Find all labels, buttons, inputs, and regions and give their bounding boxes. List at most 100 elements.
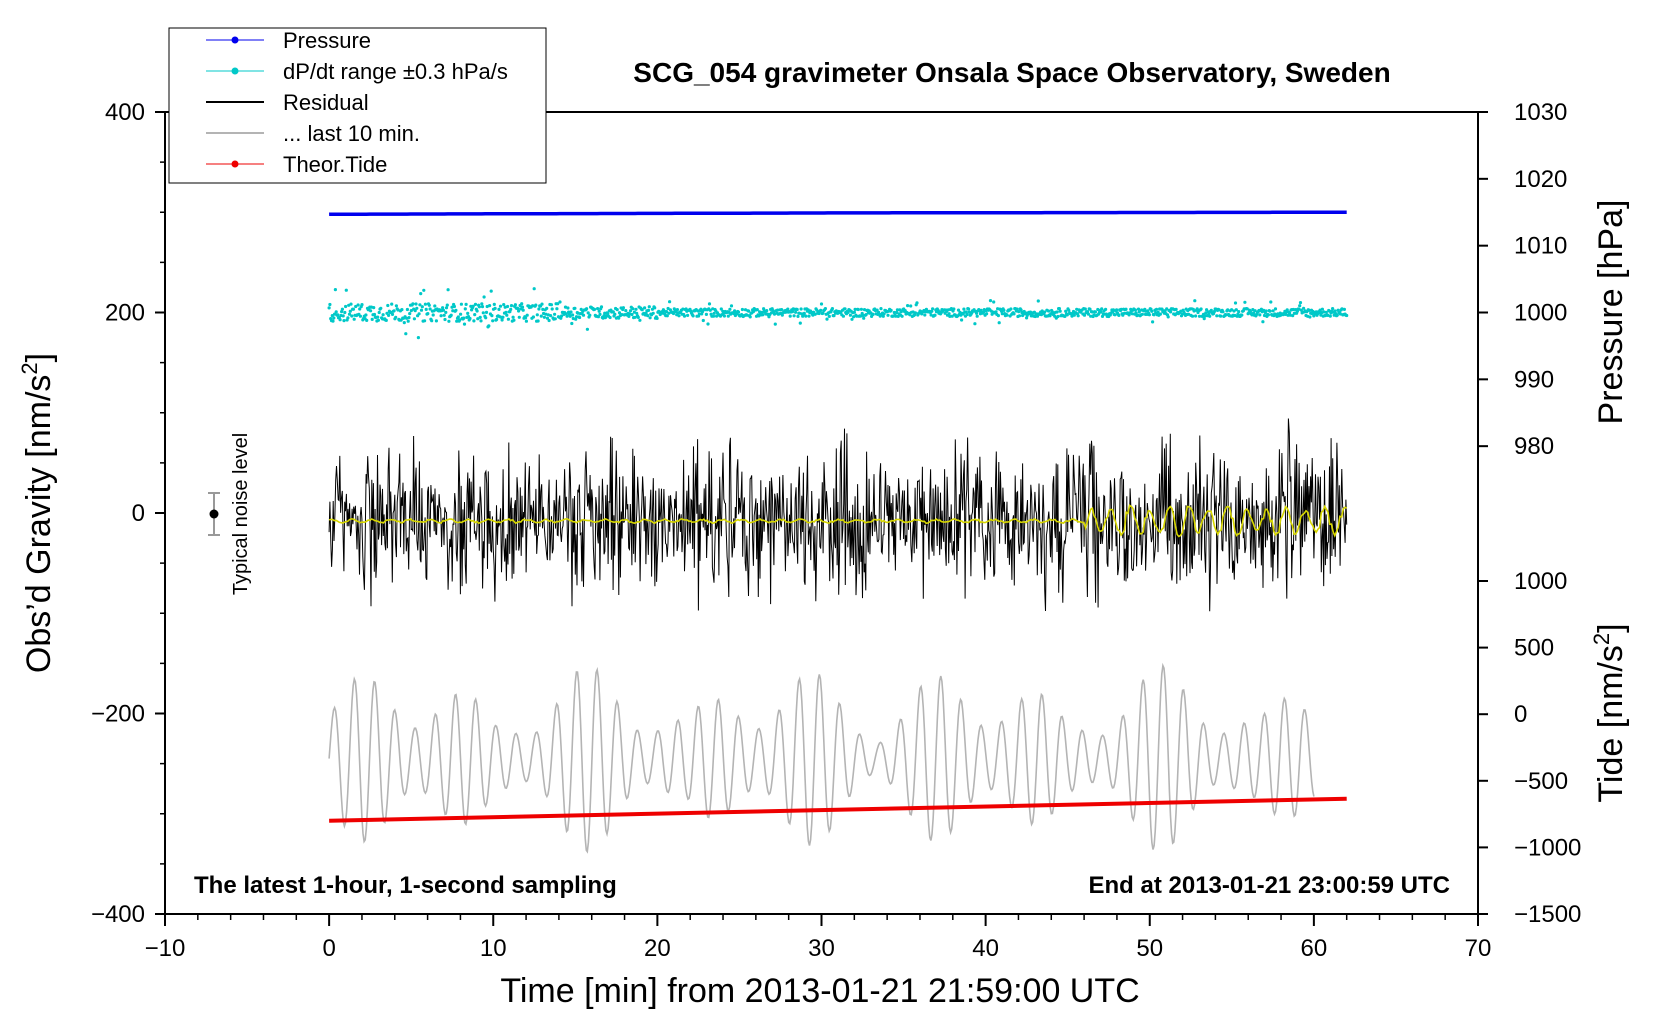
dpdt-point xyxy=(1012,312,1016,316)
dpdt-point xyxy=(1057,307,1061,311)
dpdt-point xyxy=(711,314,716,318)
dpdt-point xyxy=(794,310,798,314)
legend-label-last10: ... last 10 min. xyxy=(283,121,420,146)
dpdt-point xyxy=(644,311,648,315)
dpdt-point xyxy=(1194,314,1198,318)
dpdt-point xyxy=(975,314,979,318)
dpdt-point xyxy=(477,305,481,309)
dpdt-point xyxy=(531,315,536,319)
dpdt-point xyxy=(728,307,732,311)
dpdt-point xyxy=(650,307,655,311)
dpdt-point xyxy=(539,314,543,318)
dpdt-point xyxy=(1320,307,1324,311)
dpdt-point xyxy=(491,319,495,323)
dpdt-point xyxy=(364,313,368,317)
x-tick-label: 70 xyxy=(1465,935,1492,962)
dpdt-point xyxy=(949,307,954,311)
y-left-tick-label: 200 xyxy=(105,300,145,327)
dpdt-point xyxy=(456,315,460,319)
dpdt-point xyxy=(740,307,745,312)
tide-tick-label: 1000 xyxy=(1514,568,1567,595)
dpdt-point xyxy=(478,315,482,319)
dpdt-point xyxy=(473,302,478,306)
legend-label-residual: Residual xyxy=(283,90,369,115)
dpdt-point xyxy=(517,309,521,313)
dpdt-point xyxy=(1064,309,1068,313)
dpdt-point xyxy=(450,305,454,309)
dpdt-point xyxy=(506,317,510,321)
dpdt-point xyxy=(1035,314,1040,318)
dpdt-point xyxy=(1302,306,1306,310)
dpdt-point xyxy=(517,315,521,319)
dpdt-point xyxy=(608,315,612,320)
dpdt-point xyxy=(1021,313,1025,318)
dpdt-point xyxy=(1240,313,1244,317)
legend-item-residual: Residual xyxy=(206,90,369,115)
dpdt-point xyxy=(1017,314,1022,318)
dpdt-point xyxy=(948,314,952,318)
dpdt-point xyxy=(520,302,524,306)
dpdt-point xyxy=(611,310,615,314)
pressure-tick-label: 1020 xyxy=(1514,166,1567,193)
dpdt-point xyxy=(348,309,352,313)
dpdt-point xyxy=(454,308,458,312)
dpdt-point xyxy=(985,312,989,316)
tide-tick-label: −1000 xyxy=(1514,834,1581,861)
dpdt-point xyxy=(1165,307,1169,311)
dpdt-point xyxy=(1005,313,1009,317)
dpdt-point xyxy=(1219,314,1223,318)
dpdt-point xyxy=(930,309,934,313)
legend-dot-tide xyxy=(231,160,239,168)
smoothed-residual-series xyxy=(328,503,1348,538)
theor-tide-series xyxy=(329,796,1347,823)
dpdt-point xyxy=(704,312,709,316)
dpdt-point xyxy=(331,319,335,323)
dpdt-point xyxy=(498,304,503,308)
dpdt-point xyxy=(792,314,796,318)
dpdt-point xyxy=(428,307,432,311)
dpdt-point xyxy=(1197,314,1202,318)
dpdt-point xyxy=(895,308,900,312)
dpdt-point xyxy=(958,310,962,314)
dpdt-point xyxy=(405,307,409,312)
dpdt-point xyxy=(443,317,447,322)
dpdt-point xyxy=(346,316,350,320)
dpdt-point xyxy=(859,314,863,318)
dpdt-point xyxy=(889,308,893,312)
dpdt-point xyxy=(333,288,337,292)
dpdt-point xyxy=(1226,308,1230,312)
dpdt-point xyxy=(370,317,374,321)
dpdt-point xyxy=(415,306,419,310)
dpdt-point xyxy=(788,314,792,318)
dpdt-point xyxy=(354,304,358,309)
dpdt-point xyxy=(500,318,504,322)
dpdt-point xyxy=(585,307,589,311)
dpdt-point xyxy=(468,316,472,321)
dpdt-point xyxy=(400,308,404,312)
dpdt-point xyxy=(588,313,592,317)
dpdt-point xyxy=(667,311,671,315)
dpdt-point xyxy=(506,304,510,309)
dpdt-point xyxy=(1088,307,1092,311)
dpdt-point xyxy=(988,299,993,303)
dpdt-point xyxy=(489,289,493,293)
dpdt-point xyxy=(671,311,676,316)
dpdt-point xyxy=(330,314,334,318)
dpdt-point xyxy=(795,307,799,312)
y-left-label-main: Obs’d Gravity [nm/s xyxy=(20,375,58,674)
dpdt-point xyxy=(352,317,356,321)
dpdt-point xyxy=(574,317,578,321)
dpdt-point xyxy=(856,307,860,312)
dpdt-point xyxy=(351,307,355,311)
dpdt-point xyxy=(501,315,505,319)
dpdt-point xyxy=(1134,311,1138,315)
dpdt-point xyxy=(862,316,866,320)
dpdt-point xyxy=(1093,310,1097,314)
dpdt-point xyxy=(1335,313,1339,317)
dpdt-point xyxy=(1151,320,1155,324)
dpdt-point xyxy=(1040,309,1044,313)
dpdt-point xyxy=(1340,307,1344,311)
dpdt-point xyxy=(424,307,428,311)
dpdt-point xyxy=(423,302,427,306)
pressure-tick-label: 990 xyxy=(1514,366,1554,393)
